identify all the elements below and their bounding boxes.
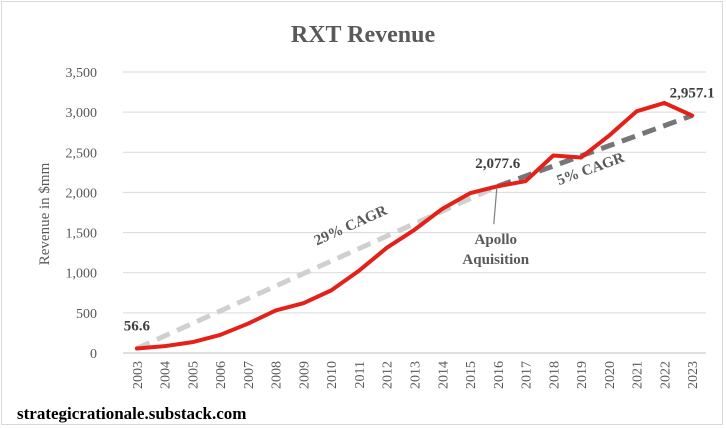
x-tick-label: 2022 (658, 361, 673, 389)
x-tick-label: 2023 (686, 361, 701, 389)
y-axis-ticks: 0 500 1,000 1,500 2,000 2,500 3,000 3,500 (66, 66, 98, 362)
x-tick-label: 2007 (242, 361, 257, 389)
y-tick-label: 2,000 (66, 186, 98, 201)
x-tick-label: 2018 (547, 361, 562, 389)
x-tick-label: 2020 (603, 361, 618, 389)
annotation-text: Aquisition (462, 252, 529, 268)
series-lines (134, 100, 695, 351)
y-tick-label: 2,500 (66, 146, 98, 161)
y-tick-label: 500 (76, 307, 97, 322)
data-labels: 56.6 2,077.6 2,957.1 (124, 86, 715, 335)
x-tick-label: 2008 (270, 361, 285, 389)
x-tick-label: 2009 (297, 361, 312, 389)
gridlines (123, 71, 706, 354)
x-tick-label: 2019 (575, 361, 590, 389)
x-tick-label: 2016 (492, 361, 507, 389)
y-tick-label: 3,000 (66, 106, 98, 121)
x-tick-label: 2013 (409, 361, 424, 389)
data-label: 2,077.6 (475, 156, 521, 172)
data-label: 56.6 (124, 318, 151, 334)
x-tick-label: 2014 (436, 361, 451, 389)
x-tick-label: 2004 (159, 361, 174, 389)
x-tick-label: 2012 (381, 361, 396, 389)
x-tick-label: 2003 (131, 361, 146, 389)
x-tick-label: 2006 (214, 361, 229, 389)
annotation-text: Apollo (475, 232, 518, 248)
y-tick-label: 1,500 (66, 227, 98, 242)
annotation: Apollo Aquisition (462, 188, 530, 268)
y-tick-label: 1,000 (66, 267, 98, 282)
x-tick-label: 2021 (631, 361, 646, 389)
x-tick-label: 2005 (186, 361, 201, 389)
x-tick-label: 2010 (325, 361, 340, 389)
revenue-series-line (134, 100, 695, 351)
trendline-cagr (135, 183, 499, 351)
x-tick-label: 2015 (464, 361, 479, 389)
y-tick-label: 3,500 (66, 66, 98, 81)
x-tick-label: 2011 (353, 361, 368, 388)
x-tick-label: 2017 (520, 361, 535, 389)
data-label: 2,957.1 (670, 86, 715, 102)
y-axis-label: Revenue in $mm (37, 162, 53, 265)
source-footer: strategicrationale.substack.com (17, 404, 246, 423)
trendline-label: 29% CAGR (312, 203, 390, 250)
y-tick-label: 0 (90, 347, 97, 362)
chart-title: RXT Revenue (291, 22, 436, 48)
annotation-leader-line (493, 188, 498, 225)
x-axis-ticks: 2003 2004 2005 2006 2007 2008 2009 2010 2011 2012… (131, 361, 701, 389)
